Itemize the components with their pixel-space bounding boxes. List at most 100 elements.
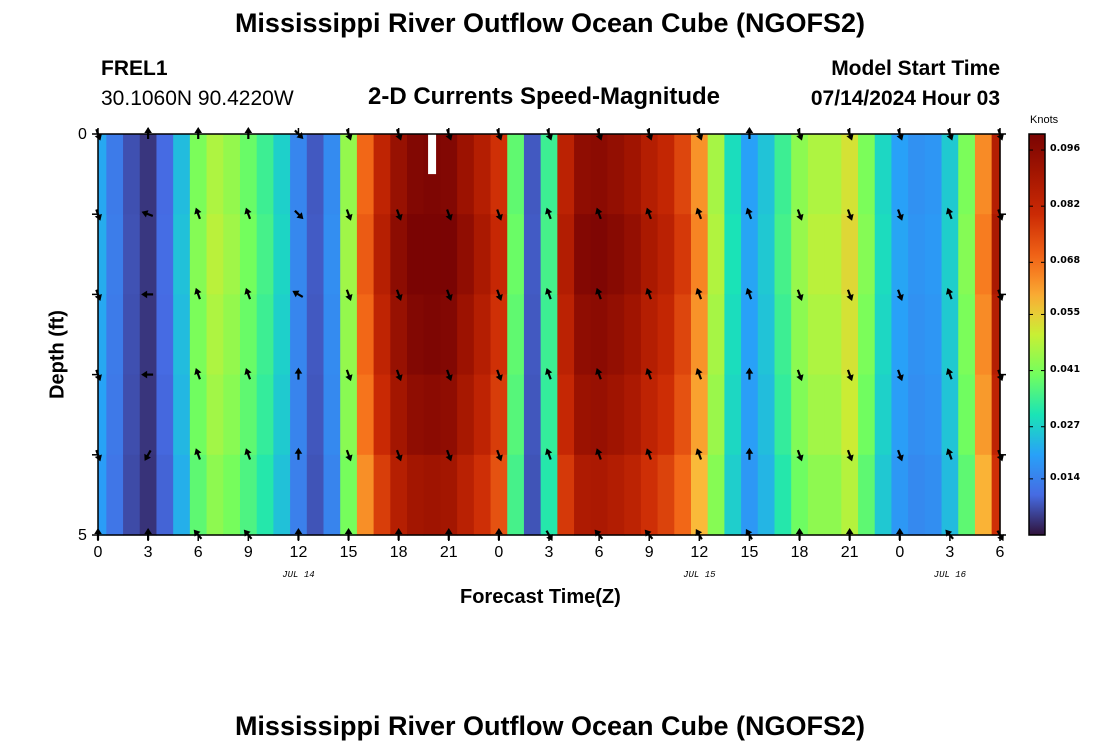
heatmap-cell <box>457 294 474 375</box>
x-tick-label: 12 <box>290 544 308 562</box>
heatmap-cell <box>407 455 424 536</box>
heatmap-cell <box>858 375 875 456</box>
x-axis-label: Forecast Time(Z) <box>460 586 621 609</box>
heatmap-cell <box>541 455 558 536</box>
heatmap-cell <box>140 214 157 295</box>
heatmap-cell <box>390 294 407 375</box>
heatmap-cell <box>942 375 959 456</box>
heatmap-cell <box>942 134 959 215</box>
heatmap-cell <box>958 455 975 536</box>
heatmap-cell <box>624 294 641 375</box>
heatmap-cell <box>156 214 173 295</box>
heatmap-cell <box>173 375 190 456</box>
heatmap-cell <box>958 134 975 215</box>
heatmap-cell <box>98 134 107 215</box>
colorbar-tick-label: 0.055 <box>1050 307 1080 318</box>
heatmap-cell <box>307 214 324 295</box>
heatmap-cell <box>691 134 708 215</box>
heatmap-cell <box>674 455 691 536</box>
heatmap-cell <box>574 375 591 456</box>
heatmap-cell <box>541 134 558 215</box>
x-tick-label: 3 <box>545 544 554 562</box>
heatmap-cell <box>491 375 508 456</box>
heatmap-cell <box>240 455 257 536</box>
heatmap-cell <box>825 294 842 375</box>
heatmap-cell <box>106 375 123 456</box>
heatmap-cell <box>942 294 959 375</box>
missing-data-gap <box>428 134 436 174</box>
heatmap-cell <box>591 134 608 215</box>
heatmap-cell <box>140 455 157 536</box>
heatmap-cell <box>106 294 123 375</box>
x-tick-label: 3 <box>945 544 954 562</box>
heatmap-cell <box>942 455 959 536</box>
heatmap-cell <box>908 294 925 375</box>
heatmap-cell <box>691 294 708 375</box>
heatmap-cell <box>524 294 541 375</box>
heatmap-cell <box>491 214 508 295</box>
heatmap-cell <box>507 455 524 536</box>
x-tick-label: 15 <box>340 544 358 562</box>
heatmap-cell <box>658 214 675 295</box>
x-tick-label: 6 <box>595 544 604 562</box>
heatmap-cell <box>541 294 558 375</box>
heatmap-cell <box>574 455 591 536</box>
heatmap-cell <box>207 455 224 536</box>
heatmap-cell <box>340 455 357 536</box>
heatmap-cell <box>557 455 574 536</box>
heatmap-cell <box>106 214 123 295</box>
heatmap-cell <box>908 214 925 295</box>
heatmap-cell <box>474 294 491 375</box>
heatmap-cell <box>474 455 491 536</box>
heatmap-cell <box>457 455 474 536</box>
heatmap-cell <box>691 214 708 295</box>
heatmap-cell <box>574 134 591 215</box>
heatmap-cell <box>808 294 825 375</box>
heatmap-cell <box>891 455 908 536</box>
x-tick-label: 6 <box>996 544 1005 562</box>
heatmap-cell <box>173 134 190 215</box>
heatmap-cell <box>975 294 992 375</box>
heatmap-cell <box>975 455 992 536</box>
heatmap-cell <box>440 375 457 456</box>
footer-title: Mississippi River Outflow Ocean Cube (NG… <box>0 711 1100 742</box>
x-tick-label: 0 <box>94 544 103 562</box>
heatmap-cell <box>190 214 207 295</box>
heatmap-cell <box>858 214 875 295</box>
heatmap-cell <box>290 134 307 215</box>
heatmap-cell <box>574 294 591 375</box>
x-tick-label: 21 <box>841 544 859 562</box>
heatmap-cell <box>524 214 541 295</box>
heatmap-cell <box>758 455 775 536</box>
heatmap-cell <box>407 294 424 375</box>
heatmap-cell <box>775 455 792 536</box>
heatmap-cell <box>507 134 524 215</box>
heatmap-cell <box>607 375 624 456</box>
colorbar <box>1029 134 1045 535</box>
x-tick-label: 9 <box>645 544 654 562</box>
heatmap-cell <box>407 134 424 215</box>
heatmap-cell <box>307 455 324 536</box>
heatmap-cell <box>424 375 441 456</box>
heatmap-cell <box>741 134 758 215</box>
heatmap-cell <box>641 214 658 295</box>
heatmap-cell <box>775 375 792 456</box>
heatmap-cell <box>207 375 224 456</box>
heatmap-cell <box>557 214 574 295</box>
heatmap-cell <box>507 214 524 295</box>
colorbar-tick-label: 0.068 <box>1050 255 1080 266</box>
heatmap-cell <box>390 134 407 215</box>
heatmap-cell <box>257 134 274 215</box>
heatmap-cell <box>223 294 240 375</box>
heatmap-cell <box>808 214 825 295</box>
colorbar-tick-label: 0.082 <box>1050 199 1080 210</box>
heatmap-cell <box>607 214 624 295</box>
heatmap-cell <box>741 294 758 375</box>
heatmap-cell <box>925 134 942 215</box>
heatmap-cell <box>674 214 691 295</box>
heatmap-cell <box>474 214 491 295</box>
heatmap-cell <box>123 214 140 295</box>
heatmap-cell <box>925 455 942 536</box>
heatmap-cell <box>106 134 123 215</box>
date-label: JUL 15 <box>683 570 715 580</box>
